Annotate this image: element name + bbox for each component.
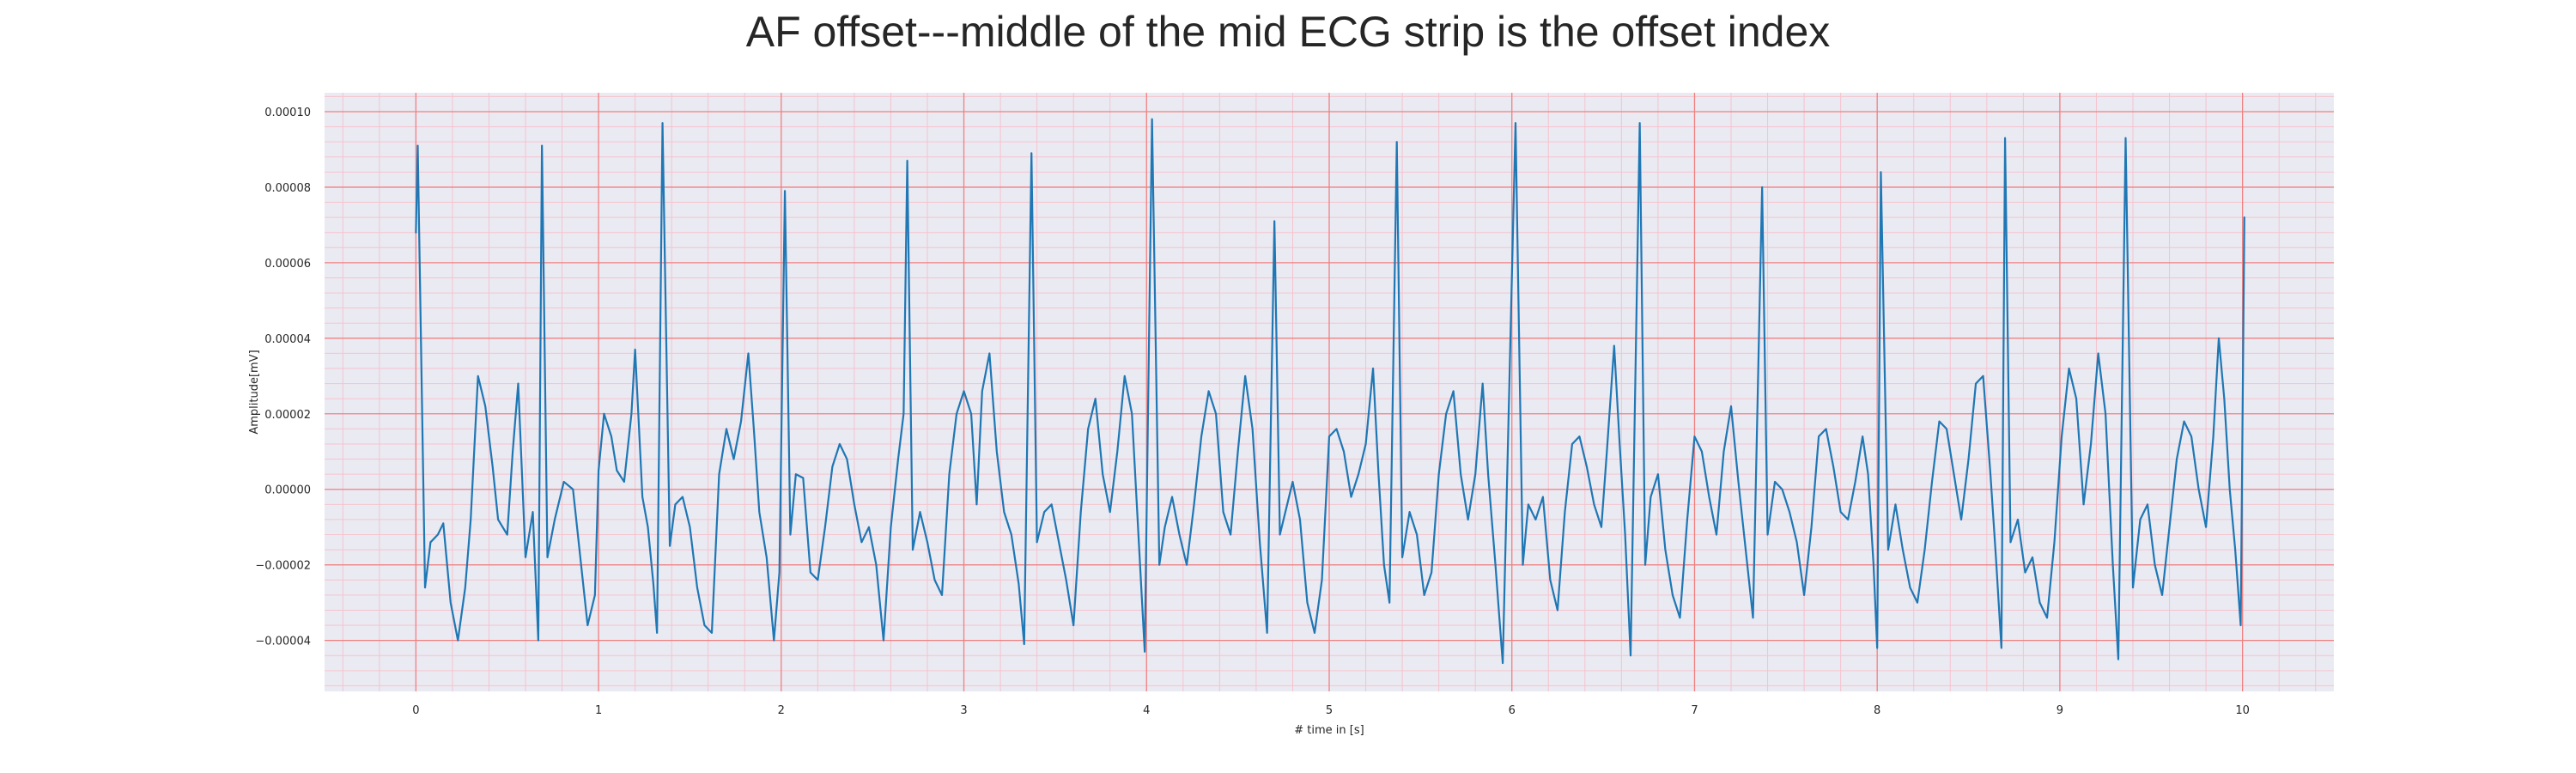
y-tick-label: 0.00010 xyxy=(264,107,311,119)
x-tick-label: 1 xyxy=(595,704,602,717)
x-tick-labels: 0 1 2 3 4 5 6 7 8 9 10 xyxy=(412,704,2250,717)
y-tick-label: 0.00008 xyxy=(264,182,311,195)
y-axis-label: Amplitude[mV] xyxy=(248,350,261,434)
x-tick-label: 2 xyxy=(778,704,785,717)
x-tick-label: 4 xyxy=(1143,704,1150,717)
y-tick-label: 0.00002 xyxy=(264,409,311,422)
x-tick-label: 9 xyxy=(2057,704,2063,717)
ecg-series-line xyxy=(415,118,2245,665)
y-tick-labels: −0.00004 −0.00002 0.00000 0.00002 0.00004 0.0… xyxy=(255,107,311,648)
y-tick-label: 0.00000 xyxy=(264,484,311,497)
x-tick-label: 3 xyxy=(960,704,967,717)
x-tick-label: 0 xyxy=(412,704,419,717)
x-tick-label: 6 xyxy=(1509,704,1516,717)
y-tick-label: −0.00002 xyxy=(255,560,311,573)
x-tick-label: 10 xyxy=(2235,704,2250,717)
x-axis-label: # time in [s] xyxy=(1294,724,1364,737)
chart-title: AF offset---middle of the mid ECG strip … xyxy=(745,8,1831,56)
x-tick-label: 8 xyxy=(1874,704,1880,717)
y-tick-label: −0.00004 xyxy=(255,636,311,648)
series-layer xyxy=(415,118,2245,665)
y-tick-label: 0.00006 xyxy=(264,258,311,271)
x-tick-label: 7 xyxy=(1691,704,1698,717)
y-tick-label: 0.00004 xyxy=(264,333,311,346)
x-tick-label: 5 xyxy=(1326,704,1333,717)
